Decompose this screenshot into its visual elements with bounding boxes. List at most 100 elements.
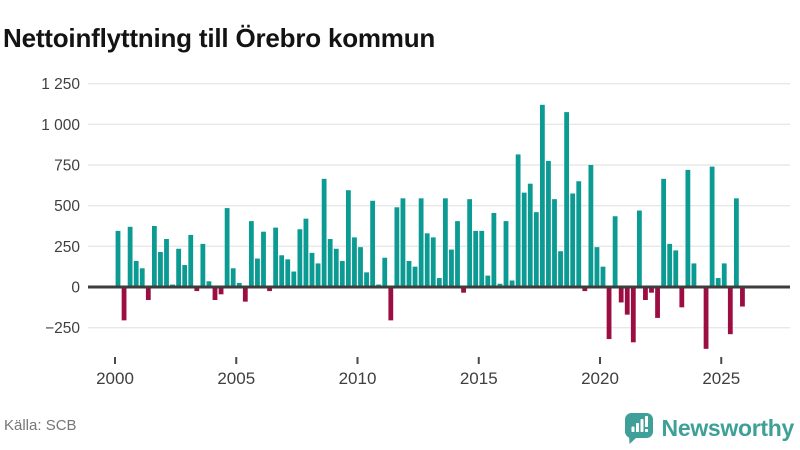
bar-2018-Q2 [558,251,563,287]
bar-2021-Q2 [630,287,636,343]
bar-2020-Q3 [612,216,618,287]
bar-2003-Q1 [188,234,194,287]
bar-2005-Q1 [236,282,242,287]
bar-2021-Q1 [624,287,630,315]
bar-2014-Q3 [467,199,473,287]
x-tick-label-2000: 2000 [96,369,134,388]
bar-2011-Q1 [382,257,388,287]
bar-2021-Q4 [643,287,648,301]
bar-2013-Q4 [449,249,454,287]
bar-2009-Q2 [339,260,345,287]
bar-2022-Q4 [667,243,673,287]
source-label: Källa: SCB [4,417,77,434]
bar-2001-Q3 [151,226,157,288]
bar-2011-Q3 [394,207,400,287]
bar-2017-Q4 [546,160,551,287]
bar-2015-Q2 [485,275,491,287]
bar-2014-Q4 [473,230,479,287]
x-tick-label-2025: 2025 [702,369,740,388]
bar-2013-Q2 [436,278,442,287]
bar-2011-Q4 [400,198,406,287]
bar-2018-Q4 [570,193,576,287]
bar-2016-Q3 [515,154,521,287]
bar-2008-Q3 [321,178,327,287]
bar-2007-Q4 [303,218,309,287]
bar-2003-Q2 [194,287,200,292]
x-tick-label-2020: 2020 [581,369,619,388]
bar-2007-Q3 [297,229,303,287]
bar-2018-Q3 [564,112,570,288]
bar-2020-Q2 [606,287,612,340]
bar-2019-Q4 [594,247,600,287]
bar-2022-Q3 [661,178,667,287]
bar-2005-Q3 [248,221,254,287]
bar-2013-Q3 [442,198,448,287]
y-tick-label-1000: 1 000 [41,117,80,134]
bar-2024-Q2 [703,287,709,349]
x-tick-label-2010: 2010 [339,369,377,388]
bar-2014-Q2 [461,287,466,293]
bar-2001-Q2 [145,287,151,301]
bar-2012-Q4 [424,233,430,287]
bar-2019-Q3 [588,164,594,287]
bar-2000-Q3 [127,226,133,287]
bar-2004-Q2 [218,287,224,295]
bar-2009-Q3 [345,190,351,287]
bar-2021-Q3 [636,210,642,287]
bar-2007-Q2 [291,271,297,287]
bar-2009-Q4 [352,237,357,287]
bar-2007-Q1 [285,259,291,287]
y-tick-label-500: 500 [54,198,80,215]
bar-2012-Q1 [406,260,412,287]
bar-2016-Q4 [521,192,527,287]
bar-2024-Q4 [715,278,721,287]
bar-2010-Q1 [358,247,363,287]
y-tick-label-1250: 1 250 [41,76,80,93]
bar-2003-Q4 [206,281,212,287]
bar-2020-Q1 [600,266,606,288]
x-tick-label-2005: 2005 [217,369,255,388]
bar-2019-Q1 [576,181,582,287]
bar-2023-Q1 [673,250,679,287]
bar-2025-Q2 [727,287,733,335]
bar-2002-Q3 [176,248,182,287]
bar-2012-Q2 [412,266,418,288]
bar-2006-Q3 [273,227,279,287]
bar-2017-Q1 [527,183,533,287]
bar-2000-Q1 [115,230,121,287]
bar-2022-Q1 [649,287,654,293]
bar-2023-Q4 [691,263,697,287]
bar-2001-Q4 [158,252,163,287]
bar-2010-Q2 [364,272,369,287]
bar-2022-Q2 [655,287,660,318]
bar-2004-Q3 [224,208,230,287]
bar-2017-Q2 [533,212,539,287]
bar-2009-Q1 [333,248,339,287]
bar-2005-Q2 [242,287,248,302]
bar-2002-Q1 [164,239,169,287]
bar-2025-Q4 [740,287,745,307]
bar-2000-Q2 [121,287,127,321]
bar-2008-Q4 [327,239,333,287]
bar-2001-Q1 [139,268,145,287]
x-tick-label-2015: 2015 [460,369,498,388]
bar-2005-Q4 [255,258,260,287]
bar-2000-Q4 [133,260,139,287]
newsworthy-speech-bubble-chart-icon [624,413,653,444]
bar-2011-Q2 [388,287,394,321]
newsworthy-wordmark: Newsworthy [661,414,795,441]
bar-2013-Q1 [430,237,436,287]
y-tick-label-750: 750 [54,157,80,174]
bar-2003-Q3 [200,243,206,287]
bar-2004-Q1 [212,287,218,301]
bar-2015-Q3 [491,212,497,287]
bar-2019-Q2 [582,287,588,292]
bar-2018-Q1 [552,199,557,287]
bar-2020-Q4 [618,287,624,303]
bar-2002-Q4 [182,265,188,287]
newsworthy-logo: Newsworthy [624,411,794,445]
bar-2016-Q2 [509,280,515,287]
bar-2017-Q3 [539,104,545,287]
bar-2015-Q1 [479,230,485,287]
